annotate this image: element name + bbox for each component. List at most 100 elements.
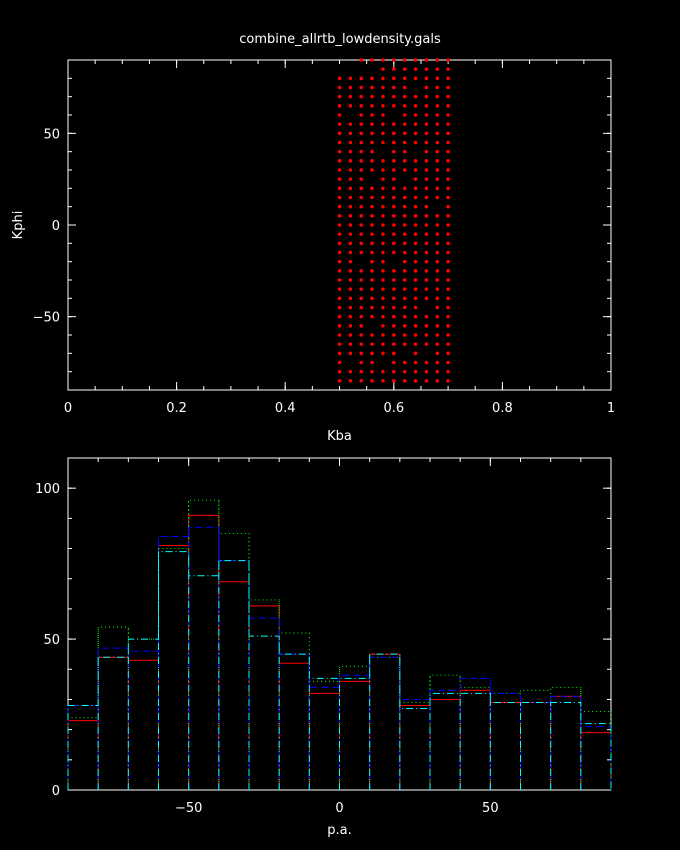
- scatter-point: [370, 94, 374, 99]
- y-tick-label: 50: [43, 127, 60, 142]
- scatter-point: [402, 67, 407, 71]
- scatter-point: [402, 195, 407, 200]
- scatter-point: [424, 342, 429, 346]
- scatter-point: [337, 342, 342, 346]
- scatter-point: [446, 122, 450, 126]
- scatter-point: [337, 369, 342, 374]
- scatter-point: [402, 85, 407, 90]
- histogram-plot: −50 0 50 0 50 100 p.a.: [35, 457, 612, 838]
- scatter-point: [413, 159, 418, 163]
- scatter-point: [413, 177, 418, 181]
- scatter-point: [381, 67, 385, 71]
- scatter-point: [446, 333, 450, 337]
- scatter-point: [413, 278, 418, 282]
- scatter-point: [435, 58, 440, 62]
- x-tick-label: 0.4: [275, 401, 296, 416]
- scatter-point: [413, 250, 418, 255]
- scatter-point: [413, 214, 418, 218]
- scatter-point: [337, 305, 342, 310]
- scatter-point: [370, 76, 374, 81]
- scatter-point: [446, 149, 450, 154]
- scatter-point: [402, 333, 407, 337]
- scatter-point: [392, 195, 396, 200]
- scatter-point: [402, 159, 407, 163]
- scatter-point: [435, 314, 440, 319]
- scatter-point: [337, 232, 342, 236]
- scatter-point: [435, 140, 440, 145]
- scatter-point: [337, 131, 342, 136]
- scatter-point: [424, 241, 429, 246]
- scatter-point: [337, 287, 342, 291]
- scatter-point: [402, 379, 407, 383]
- scatter-point: [370, 351, 374, 356]
- scatter-point: [337, 296, 342, 301]
- scatter-point: [392, 305, 396, 310]
- scatter-point: [337, 177, 342, 181]
- scatter-point: [435, 67, 440, 71]
- scatter-point: [424, 58, 429, 62]
- scatter-point: [446, 314, 450, 319]
- scatter-point: [337, 250, 342, 255]
- scatter-point: [446, 269, 450, 273]
- scatter-plot: 0 0.2 0.4 0.6 0.8 1 −50 0 50 Kba Kphi: [11, 58, 615, 444]
- scatter-point: [413, 131, 418, 136]
- scatter-point: [446, 379, 450, 383]
- scatter-point: [359, 168, 364, 172]
- scatter-point: [337, 195, 342, 200]
- scatter-point: [446, 67, 450, 71]
- scatter-point: [413, 223, 418, 227]
- scatter-point: [424, 104, 429, 108]
- scatter-point: [446, 305, 450, 310]
- scatter-point: [359, 94, 364, 99]
- scatter-point: [348, 296, 353, 301]
- scatter-point: [435, 104, 440, 108]
- scatter-point: [392, 94, 396, 99]
- scatter-point: [446, 204, 450, 209]
- scatter-point: [348, 333, 353, 337]
- scatter-point: [413, 232, 418, 236]
- scatter-point: [435, 369, 440, 374]
- scatter-point: [424, 168, 429, 172]
- scatter-point: [446, 85, 450, 90]
- scatter-point: [435, 76, 440, 81]
- scatter-point: [392, 159, 396, 163]
- scatter-point: [370, 333, 374, 337]
- scatter-point: [381, 278, 385, 282]
- scatter-point: [435, 379, 440, 383]
- scatter-point: [370, 250, 374, 255]
- scatter-point: [392, 369, 396, 374]
- y-tick-label: 0: [52, 219, 60, 234]
- x-tick-label: 0.8: [492, 401, 513, 416]
- scatter-point: [424, 85, 429, 90]
- scatter-point: [359, 140, 364, 145]
- scatter-point: [446, 278, 450, 282]
- scatter-point: [446, 250, 450, 255]
- scatter-point: [446, 342, 450, 346]
- scatter-point: [446, 223, 450, 227]
- scatter-point: [402, 168, 407, 172]
- scatter-point: [392, 76, 396, 81]
- scatter-point: [348, 342, 353, 346]
- scatter-point: [381, 232, 385, 236]
- scatter-point: [392, 67, 396, 71]
- scatter-point: [359, 369, 364, 374]
- scatter-point: [424, 177, 429, 181]
- scatter-point: [348, 94, 353, 99]
- x-axis-label: p.a.: [327, 823, 351, 838]
- scatter-point: [435, 186, 440, 191]
- scatter-point: [348, 214, 353, 218]
- scatter-point: [348, 223, 353, 227]
- scatter-point: [402, 113, 407, 117]
- scatter-point: [381, 168, 385, 172]
- scatter-point: [359, 232, 364, 236]
- scatter-point: [424, 278, 429, 282]
- scatter-point: [402, 232, 407, 236]
- scatter-point: [359, 250, 364, 255]
- x-tick-label: 0: [335, 801, 343, 816]
- scatter-point: [413, 287, 418, 291]
- scatter-point: [413, 259, 418, 264]
- scatter-point: [348, 232, 353, 236]
- scatter-point: [381, 159, 385, 163]
- scatter-point: [381, 369, 385, 374]
